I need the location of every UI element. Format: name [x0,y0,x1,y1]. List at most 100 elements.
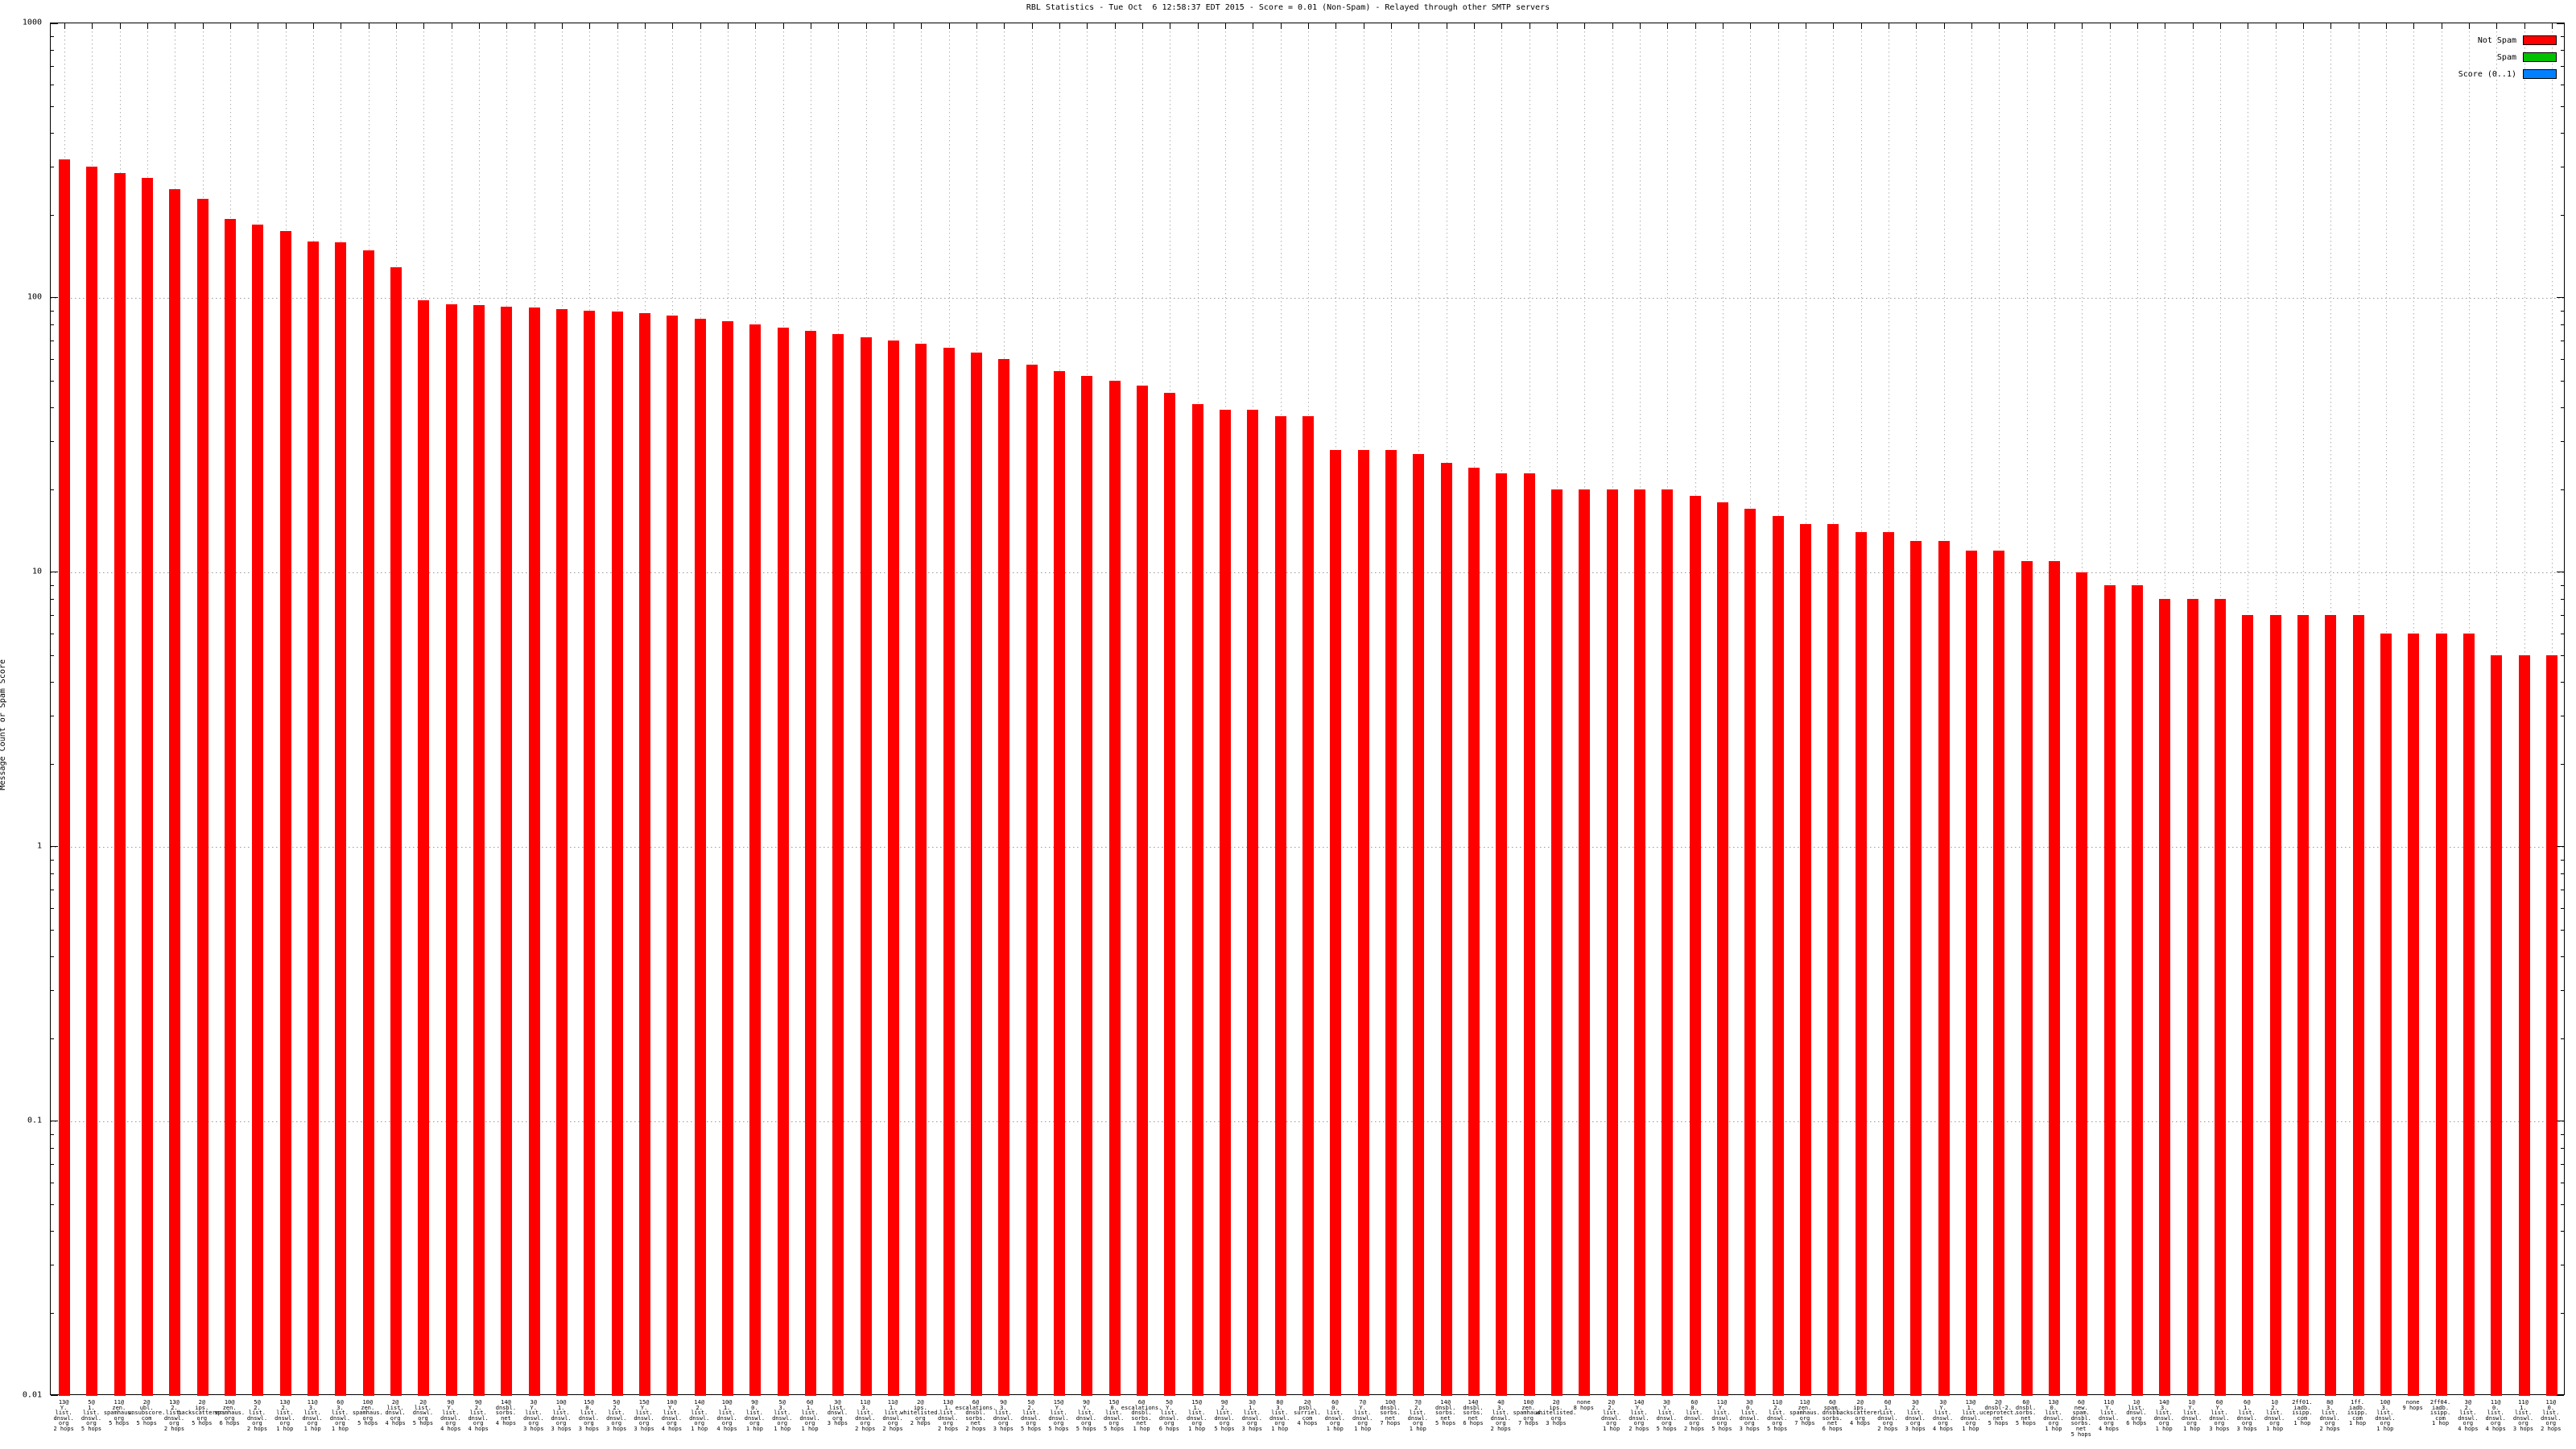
y-minor-tick-left [51,654,54,656]
plot-area [50,23,2565,1396]
bar [1468,468,1480,1396]
bar [1026,365,1038,1396]
y-minor-tick-left [51,1313,54,1315]
bar-label: 3@ list. dnswl. org 3 hops [827,1399,848,1427]
y-minor-tick-right [2561,324,2564,326]
x-tick-top [589,23,591,29]
y-minor-tick-left [51,1148,54,1150]
y-minor-tick-right [2561,681,2564,683]
x-tick-top [1225,23,1226,29]
bar-label: 13@ 2. list. dnswl. org 2 hops [163,1399,185,1432]
bar [1606,489,1618,1396]
bar [998,358,1010,1396]
y-minor-tick-left [51,324,54,326]
bar-label: 5@ 2. list. dnswl. org 3 hops [606,1399,627,1432]
y-minor-tick-left [51,681,54,683]
y-minor-tick-left [51,614,54,616]
x-tick-top [755,23,757,29]
bar [1440,463,1452,1396]
bar [308,242,320,1396]
y-minor-tick-right [2561,358,2564,360]
x-tick-top [948,23,950,29]
legend-label-not-spam: Not Spam [2477,35,2516,45]
bar [611,312,623,1396]
bar [1496,473,1508,1396]
legend-swatch-not-spam [2523,35,2557,45]
bar [1938,541,1950,1396]
bar-label: 7@ Y. list. dnswl. org 1 hop [1352,1399,1373,1432]
x-tick-top [1142,23,1144,29]
bar-label: 10@ 1. list. dnswl. org 3 hops [551,1399,572,1432]
y-minor-tick-right [2561,489,2564,491]
x-tick-top [1390,23,1392,29]
legend-row-score: Score (0..1) [2458,69,2557,79]
bar-label: none 9 hops [2402,1399,2423,1411]
x-tick-top [1059,23,1061,29]
y-minor-tick-left [51,873,54,875]
y-minor-tick-right [2561,50,2564,52]
bar-label: 13@ Y. list. dnswl. org 2 hops [53,1399,74,1432]
x-tick-top [2524,23,2525,29]
y-minor-tick-right [2561,990,2564,992]
y-minor-tick-left [51,584,54,586]
bar [805,330,817,1396]
y-minor-tick-left [51,215,54,217]
bar-label: 2@ ips. whitelisted. org 3 hops [1535,1399,1577,1427]
x-tick-top [1639,23,1641,29]
bar [1662,489,1674,1396]
bar [225,218,237,1396]
bar-label: 2@ ips. backscatterer. org 5 hops [178,1399,226,1427]
y-minor-tick-right [2561,654,2564,656]
y-major-tick-left [51,846,58,847]
y-minor-tick-right [2561,1038,2564,1040]
x-tick-top [285,23,287,29]
bar [2048,560,2060,1396]
y-minor-tick-left [51,358,54,360]
x-tick-top [92,23,93,29]
y-minor-tick-left [51,441,54,443]
bar-label: 15@ Y. list. dnswl. org 5 hops [1048,1399,1069,1432]
y-minor-tick-right [2561,1163,2564,1165]
y-major-tick-right [2557,846,2564,847]
x-tick-top [2109,23,2111,29]
bar-label: 11@ zen. spamhaus. org 7 hops [1789,1399,1820,1427]
bar-label: 13@ 1. list. dnswl. org 1 hop [1960,1399,1981,1432]
legend-row-spam: Spam [2458,52,2557,62]
bar [1220,410,1231,1396]
bar-label: 15@ 0. list. dnswl. org 3 hops [578,1399,600,1432]
bar [915,344,927,1396]
y-minor-tick-right [2561,1148,2564,1150]
bar [2186,599,2198,1396]
y-axis-label-text: Message Count or Spam Score [0,658,7,791]
y-tick-label: 10 [31,567,42,576]
bar [1054,371,1066,1396]
bar-label: 5@ Y. list. dnswl. org 6 hops [1158,1399,1179,1432]
x-tick-top [2496,23,2498,29]
bar [943,347,955,1396]
bar-label: 14@ 2. list. dnswl. org 1 hop [689,1399,710,1432]
bar [2545,654,2557,1396]
bar-label: 6@ 1. list. dnswl. org 1 hop [799,1399,820,1432]
bar [2325,614,2337,1396]
x-tick-top [645,23,646,29]
y-minor-tick-right [2561,215,2564,217]
bar-label: 6@ 1. list. dnswl. org 3 hops [2236,1399,2257,1432]
y-minor-tick-right [2561,380,2564,382]
x-tick-top [2136,23,2138,29]
bar [335,242,347,1396]
bar [252,224,264,1396]
bar-label: 11@ 1. list. dnswl. org 2 hops [882,1399,903,1432]
bar [2214,599,2226,1396]
bar [501,306,513,1396]
y-tick-label: 0.1 [27,1116,42,1125]
bar-label: 2@ 2. list. dnswl. org 1 hop [1600,1399,1622,1432]
y-tick-label: 1 [36,841,42,851]
y-minor-tick-right [2561,441,2564,443]
x-tick-top [1501,23,1503,29]
bar-label: 10@ dnsbl. sorbs. net 7 hops [1380,1399,1401,1427]
bar-label: 9@ Y. list. dnswl. org 4 hops [440,1399,461,1432]
bar [1910,541,1922,1396]
x-tick-top [1308,23,1309,29]
bar-label: 5@ 2. list. dnswl. org 5 hops [1021,1399,1042,1432]
bar [1302,416,1314,1396]
